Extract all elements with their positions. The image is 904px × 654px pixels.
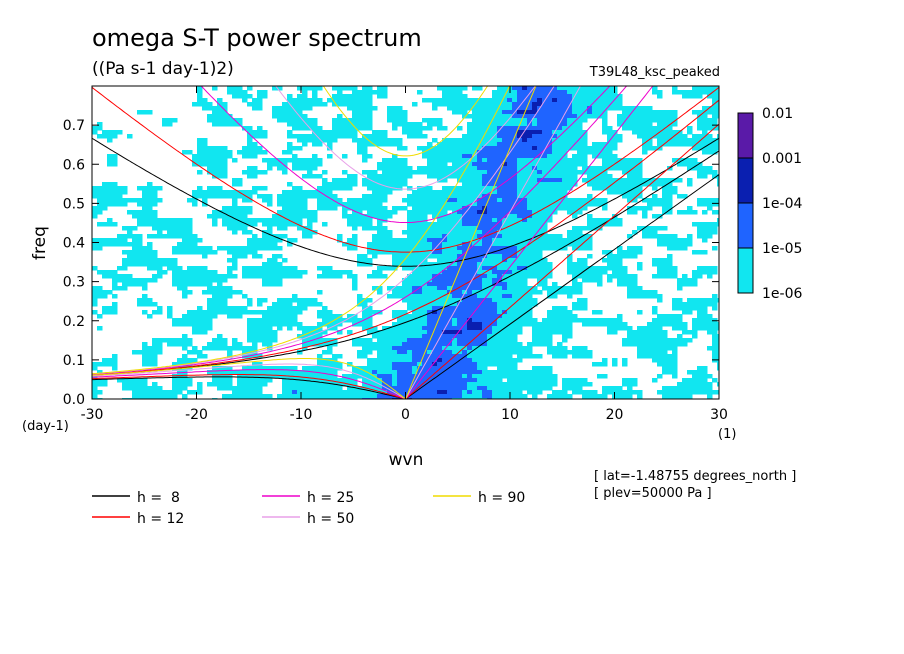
legend-label: h = 8: [137, 490, 180, 506]
legend-label: h = 25: [307, 490, 354, 506]
x-axis-label: wvn: [389, 450, 424, 470]
y-tick-label: 0.5: [63, 196, 85, 212]
y-axis-label: freq: [30, 226, 50, 260]
colorbar-swatch: [737, 202, 754, 249]
colorbar: 0.01 0.001 1e-04 1e-05 1e-06: [737, 106, 802, 302]
y-tick-label: 0.0: [63, 392, 85, 408]
colorbar-label: 0.001: [762, 151, 802, 167]
x-tick-label: -10: [290, 407, 313, 423]
spectrum-field: [92, 86, 719, 399]
y-tick-label: 0.1: [63, 353, 85, 369]
x-tick-label: -30: [81, 407, 104, 423]
curve-legend: h = 8 h = 12 h = 25 h = 50 h = 90: [92, 490, 525, 527]
y-tick-label: 0.3: [63, 275, 85, 291]
colorbar-label: 0.01: [762, 106, 793, 122]
legend-label: h = 90: [478, 490, 525, 506]
plot-area: [91, 85, 720, 400]
x-unit-label: (1): [718, 427, 736, 442]
x-tick-label: 10: [501, 407, 519, 423]
chart-title: omega S-T power spectrum: [92, 24, 422, 52]
legend-label: h = 50: [307, 511, 354, 527]
y-axis: 0.0 0.1 0.2 0.3 0.4 0.5 0.6 0.7: [63, 118, 719, 408]
dispersion-curves: [92, 86, 719, 399]
x-tick-label: -20: [185, 407, 208, 423]
colorbar-swatch: [737, 157, 754, 204]
dataset-label: T39L48_ksc_peaked: [589, 65, 720, 80]
dispersion-25: [92, 86, 654, 399]
x-tick-label: 30: [710, 407, 728, 423]
lat-annotation: [ lat=-1.48755 degrees_north ]: [594, 469, 796, 484]
legend-label: h = 12: [137, 511, 184, 527]
colorbar-label: 1e-06: [762, 286, 802, 302]
colorbar-label: 1e-04: [762, 196, 802, 212]
plev-annotation: [ plev=50000 Pa ]: [594, 486, 712, 501]
y-tick-label: 0.2: [63, 314, 85, 330]
x-tick-label: 0: [401, 407, 410, 423]
y-tick-label: 0.6: [63, 157, 85, 173]
chart-subtitle: ((Pa s-1 day-1)2): [92, 59, 234, 79]
x-tick-label: 20: [606, 407, 624, 423]
dispersion-90: [92, 86, 537, 399]
colorbar-swatch: [737, 247, 754, 294]
dispersion-12: [92, 86, 719, 399]
colorbar-label: 1e-05: [762, 241, 802, 257]
colorbar-swatch: [737, 112, 754, 159]
y-tick-label: 0.7: [63, 118, 85, 134]
y-unit-label: (day-1): [22, 419, 69, 434]
dispersion-50: [92, 86, 581, 399]
x-axis: -30 -20 -10 0 10 20 30: [81, 86, 728, 423]
y-tick-label: 0.4: [63, 236, 85, 252]
